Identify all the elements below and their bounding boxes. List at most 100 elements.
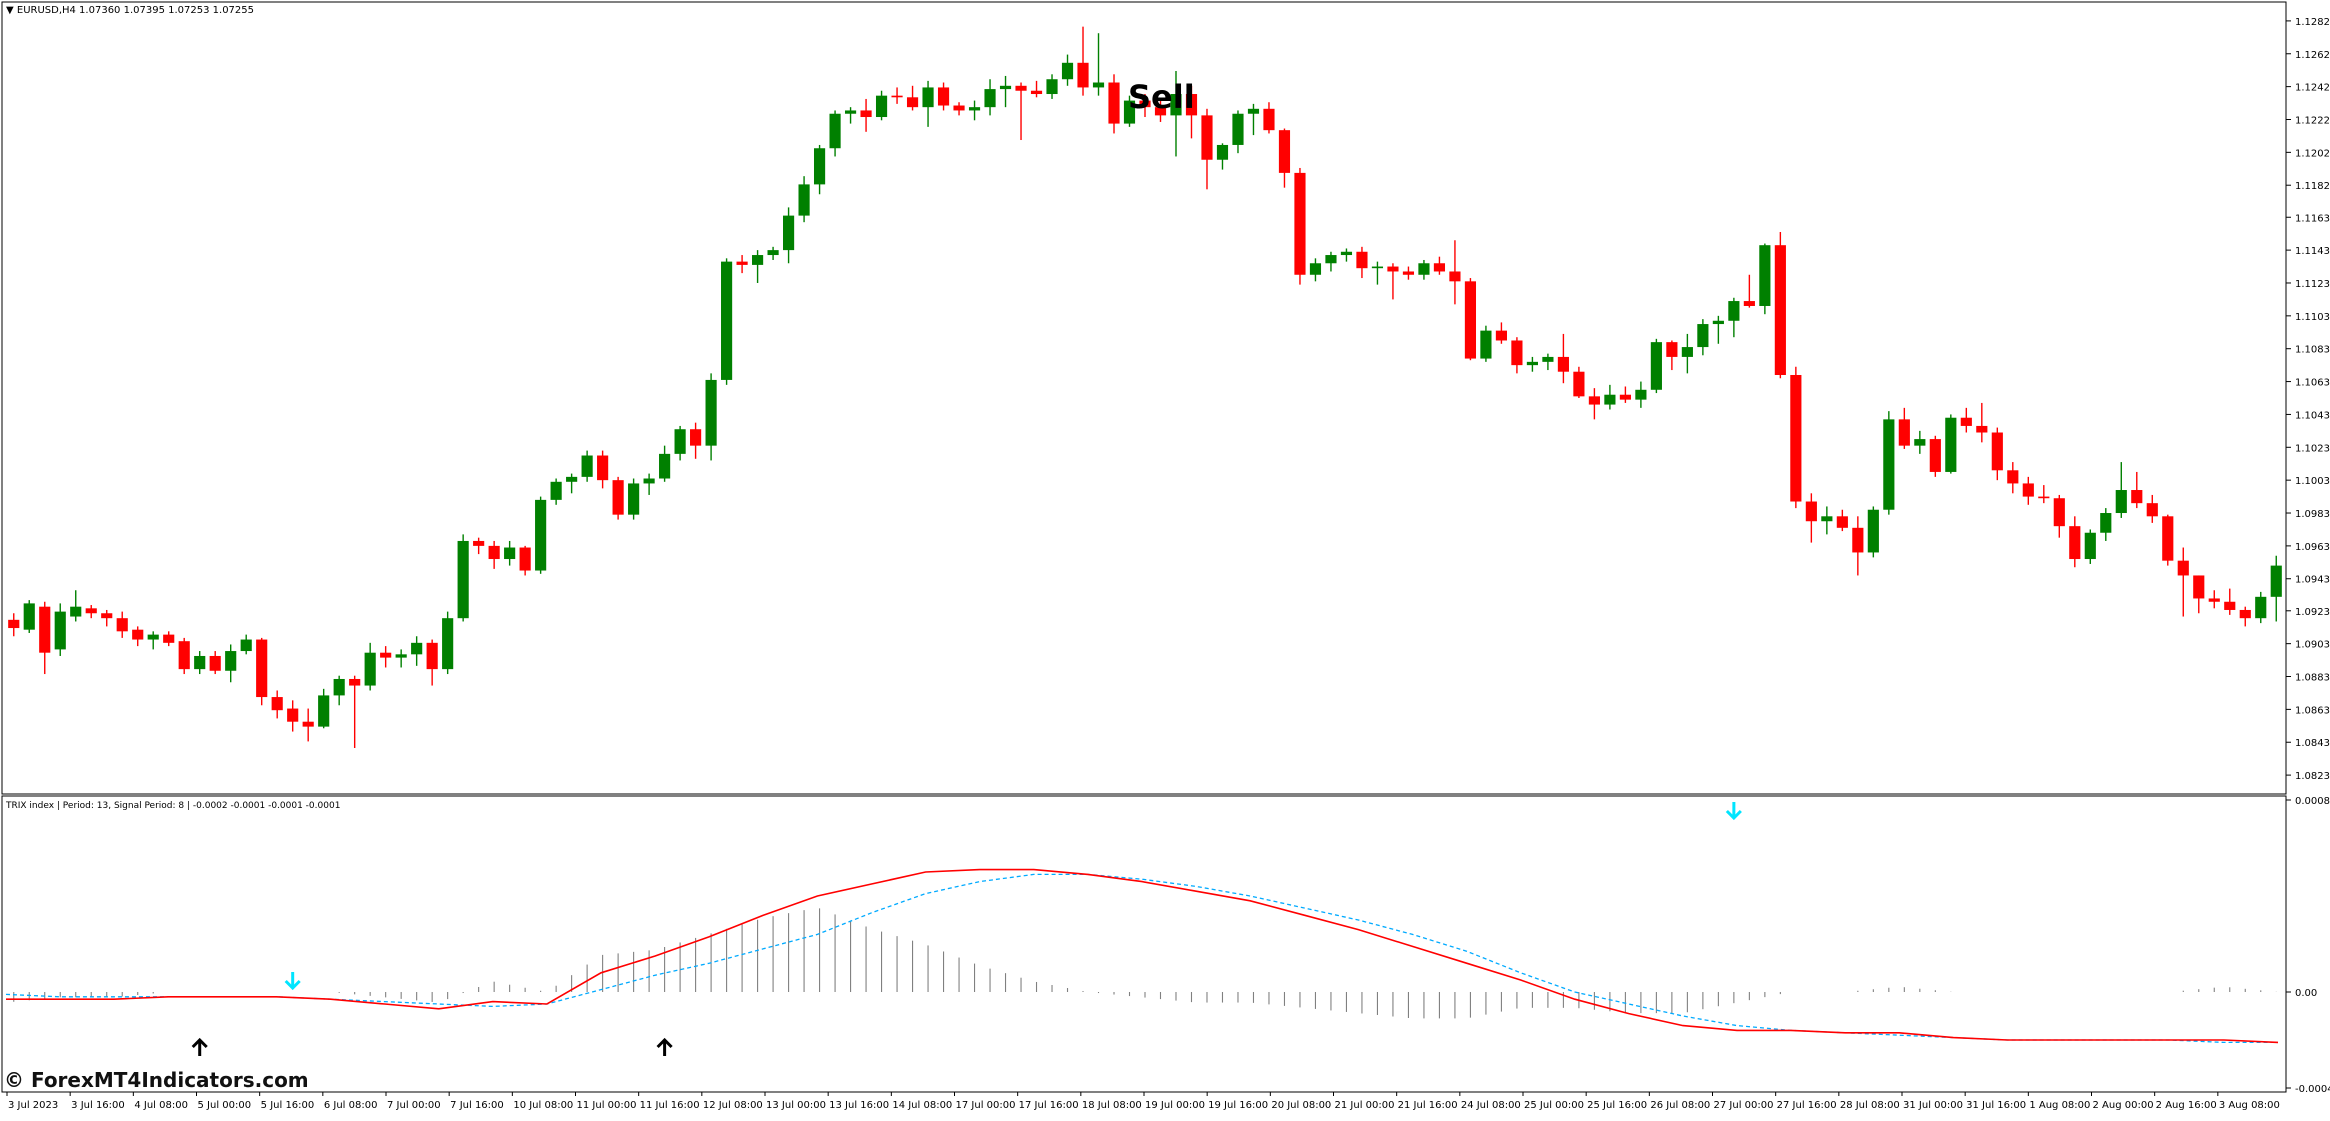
candle: [1371, 261, 1384, 285]
buy-arrow-head: [656, 1037, 673, 1049]
candle-body: [132, 629, 144, 640]
candle: [1511, 337, 1523, 374]
candle-body: [1542, 356, 1554, 362]
candle-body: [1805, 501, 1817, 522]
candle: [2115, 462, 2127, 518]
price-tick-label: 1.12225: [2295, 115, 2330, 126]
time-tick-label: 3 Aug 08:00: [2219, 1100, 2280, 1111]
candle: [194, 651, 206, 675]
candle-body: [1433, 263, 1446, 272]
candle-body: [643, 478, 655, 484]
candle-body: [256, 639, 268, 698]
price-tick-label: 1.10430: [2295, 410, 2330, 421]
price-tick-label: 1.10230: [2295, 443, 2330, 454]
candle: [2162, 514, 2174, 566]
candle: [566, 473, 578, 494]
candle-body: [1666, 342, 1678, 357]
candle: [1015, 82, 1027, 141]
candle-body: [566, 476, 578, 482]
price-tick-label: 1.08435: [2295, 738, 2330, 749]
candle-body: [2131, 490, 2143, 504]
candle: [1759, 243, 1771, 315]
price-tick-label: 1.09830: [2295, 509, 2330, 520]
candle: [1418, 259, 1430, 280]
candle: [1061, 54, 1074, 86]
buy-arrow-icon: [191, 1037, 208, 1056]
candle: [519, 545, 531, 576]
candle: [1650, 338, 1662, 394]
candle: [1263, 102, 1275, 134]
candle: [860, 98, 872, 132]
candle-body: [1728, 301, 1740, 321]
candle: [581, 450, 593, 482]
candle-body: [1015, 85, 1027, 91]
candle-body: [2053, 498, 2065, 527]
watermark-text: © ForexMT4Indicators.com: [4, 1068, 309, 1092]
candle: [1852, 516, 1864, 576]
candle-body: [349, 678, 361, 686]
candle: [1681, 333, 1693, 374]
candle-body: [612, 480, 624, 515]
candle: [1991, 427, 2003, 481]
candle: [1495, 322, 1508, 344]
candle-body: [504, 547, 516, 560]
candle: [891, 87, 903, 104]
sell-arrow-head: [1725, 809, 1742, 821]
candle-body: [906, 97, 919, 108]
candle: [240, 634, 252, 655]
candle: [1402, 266, 1415, 280]
time-tick-label: 28 Jul 08:00: [1840, 1100, 1900, 1111]
candle: [1588, 388, 1600, 420]
candle: [8, 613, 20, 637]
time-tick-label: 19 Jul 16:00: [1208, 1100, 1268, 1111]
candle-body: [2022, 483, 2034, 497]
price-tick-label: 1.09235: [2295, 607, 2330, 618]
price-tick-label: 1.08835: [2295, 673, 2330, 684]
buy-arrow-icon: [656, 1037, 673, 1056]
price-tick-label: 1.10030: [2295, 476, 2330, 487]
sell-arrow-icon: [284, 972, 301, 991]
candle-body: [628, 483, 640, 515]
time-tick-label: 5 Jul 00:00: [198, 1100, 252, 1111]
candle-body: [721, 261, 733, 380]
candle-body: [1511, 340, 1523, 366]
candle: [1046, 74, 1058, 99]
candle-body: [999, 85, 1012, 90]
candle: [705, 373, 717, 461]
candle: [256, 637, 268, 706]
candle-body: [767, 250, 779, 256]
candle-body: [1960, 417, 1972, 426]
candle: [54, 603, 66, 656]
time-tick-label: 31 Jul 16:00: [1966, 1100, 2026, 1111]
candle-body: [581, 455, 593, 477]
candle: [1743, 274, 1755, 308]
candle-body: [1883, 419, 1895, 510]
candle-body: [1247, 108, 1260, 114]
price-tick-label: 1.11030: [2295, 312, 2330, 323]
time-tick-label: 31 Jul 00:00: [1903, 1100, 1963, 1111]
candle: [844, 107, 857, 124]
candle-body: [1976, 425, 1988, 433]
time-tick-label: 5 Jul 16:00: [261, 1100, 315, 1111]
candle: [721, 258, 733, 385]
candle: [1883, 411, 1895, 515]
candle: [132, 626, 144, 647]
candle-body: [844, 110, 857, 114]
candle-body: [1836, 516, 1848, 528]
candle-body: [550, 481, 562, 500]
candle: [2270, 555, 2282, 622]
candle-body: [736, 261, 748, 265]
candle-body: [2193, 575, 2205, 599]
trix-header: TRIX index | Period: 13, Signal Period: …: [5, 801, 340, 811]
time-tick-label: 24 Jul 08:00: [1461, 1100, 1521, 1111]
price-tick-label: 1.11825: [2295, 181, 2330, 192]
candle-body: [473, 540, 485, 546]
candle-body: [1418, 263, 1430, 275]
candle: [813, 144, 826, 195]
trix-tick-label: -0.0004: [2295, 1084, 2330, 1095]
candle: [1340, 248, 1353, 262]
candle: [1542, 353, 1554, 371]
candle: [1433, 256, 1446, 275]
candle-body: [1774, 245, 1786, 375]
